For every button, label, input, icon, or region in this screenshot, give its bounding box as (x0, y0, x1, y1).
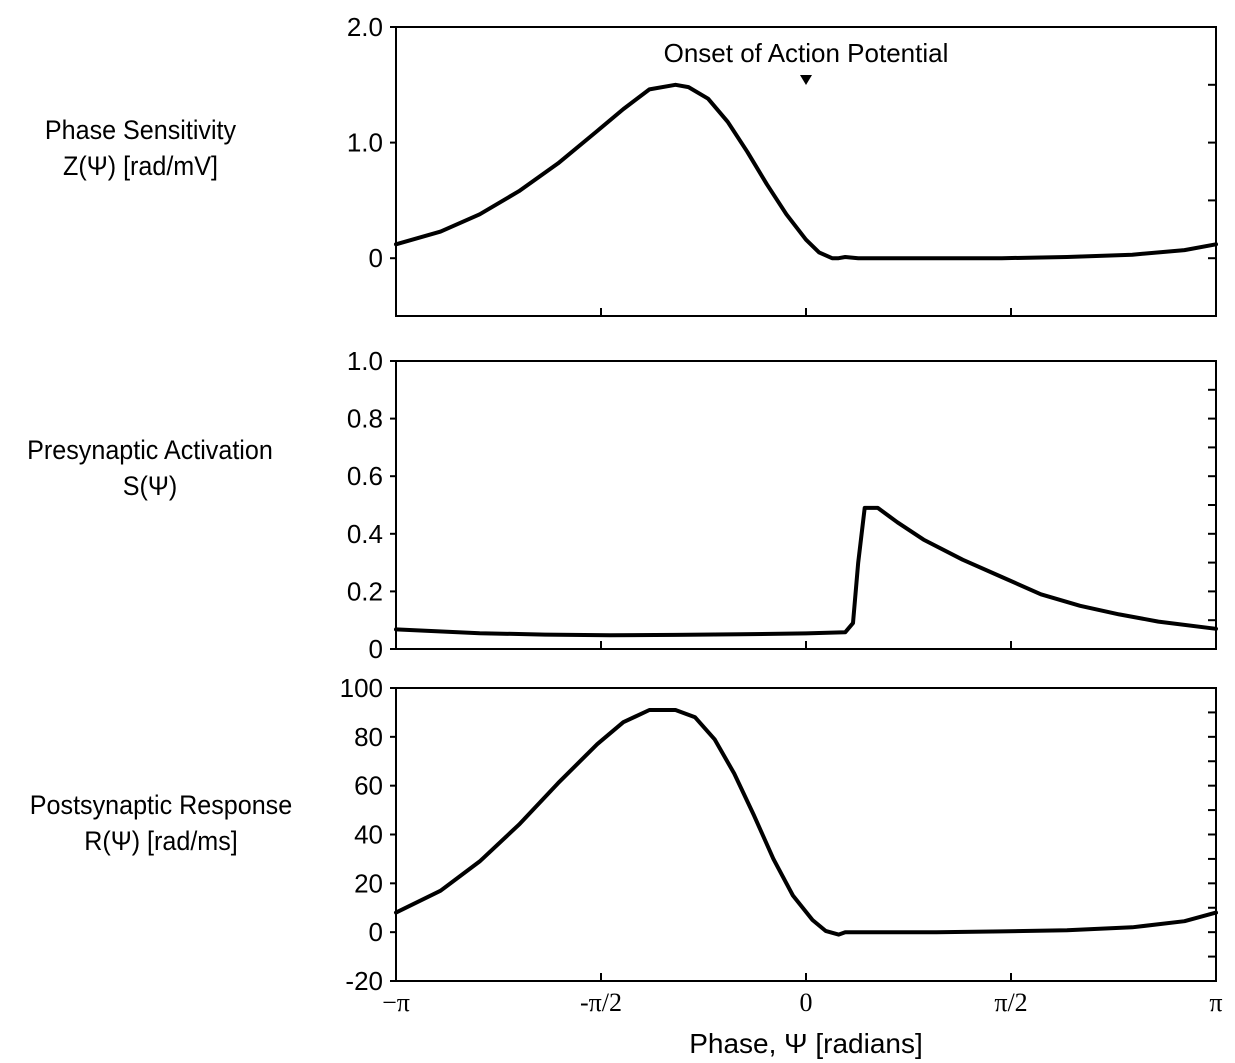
x-axis-label: Phase, Ψ [radians] (689, 1028, 923, 1059)
y-tick-label: 40 (354, 820, 383, 850)
chart-panel-3: 100 80 60 40 20 0 -20−π -π/2 0 π/2 π Phase, Ψ [radi… (340, 673, 1223, 1059)
x-tick-label: 0 (800, 988, 813, 1017)
y-tick-label: 100 (340, 673, 383, 703)
y-tick-label: 1.0 (347, 128, 383, 158)
y-tick-label: 20 (354, 868, 383, 898)
chart-panel-2: 1.0 0.8 0.6 0.4 0.2 0 (347, 346, 1218, 664)
row-label-line2: Z(Ψ) [rad/mV] (63, 151, 218, 181)
x-tick-label: π/2 (994, 988, 1027, 1017)
y-tick-label: 0 (369, 634, 383, 664)
row-label-postsynaptic-response: Postsynaptic Response R(Ψ) [rad/ms] (17, 787, 305, 859)
y-tick-label: 1.0 (347, 346, 383, 376)
y-tick-label: 0.2 (347, 576, 383, 606)
y-tick-label: 0.4 (347, 519, 383, 549)
row-label-line2: R(Ψ) [rad/ms] (84, 826, 238, 856)
y-tick-label: 0 (369, 243, 383, 273)
x-tick-label: π (1209, 988, 1222, 1017)
row-label-phase-sensitivity: Phase Sensitivity Z(Ψ) [rad/mV] (27, 112, 255, 184)
row-label-line1: Presynaptic Activation (27, 435, 273, 465)
series-line (394, 505, 1218, 638)
series-line (394, 82, 1218, 261)
y-tick-label: -20 (345, 966, 383, 996)
y-tick-label: 0 (369, 917, 383, 947)
onset-marker-icon (800, 75, 812, 85)
y-tick-label: 2.0 (347, 12, 383, 42)
y-tick-label: 0.8 (347, 404, 383, 434)
annotation-text: Onset of Action Potential (664, 38, 949, 68)
row-label-line1: Postsynaptic Response (29, 790, 293, 820)
x-tick-label: −π (382, 988, 410, 1017)
x-tick-label: -π/2 (580, 988, 622, 1017)
row-label-line2: S(Ψ) (122, 471, 178, 501)
chart-panel-1: 2.0 1.0 0 Onset of Action Potential (347, 12, 1218, 317)
series-line (394, 708, 1218, 937)
plot-frame (395, 360, 1217, 650)
y-tick-label: 60 (354, 771, 383, 801)
row-label-line1: Phase Sensitivity (44, 115, 237, 145)
plot-frame (395, 687, 1217, 982)
row-label-presynaptic-activation: Presynaptic Activation S(Ψ) (11, 432, 290, 504)
y-tick-label: 80 (354, 722, 383, 752)
y-tick-label: 0.6 (347, 461, 383, 491)
plot-frame (395, 26, 1217, 317)
